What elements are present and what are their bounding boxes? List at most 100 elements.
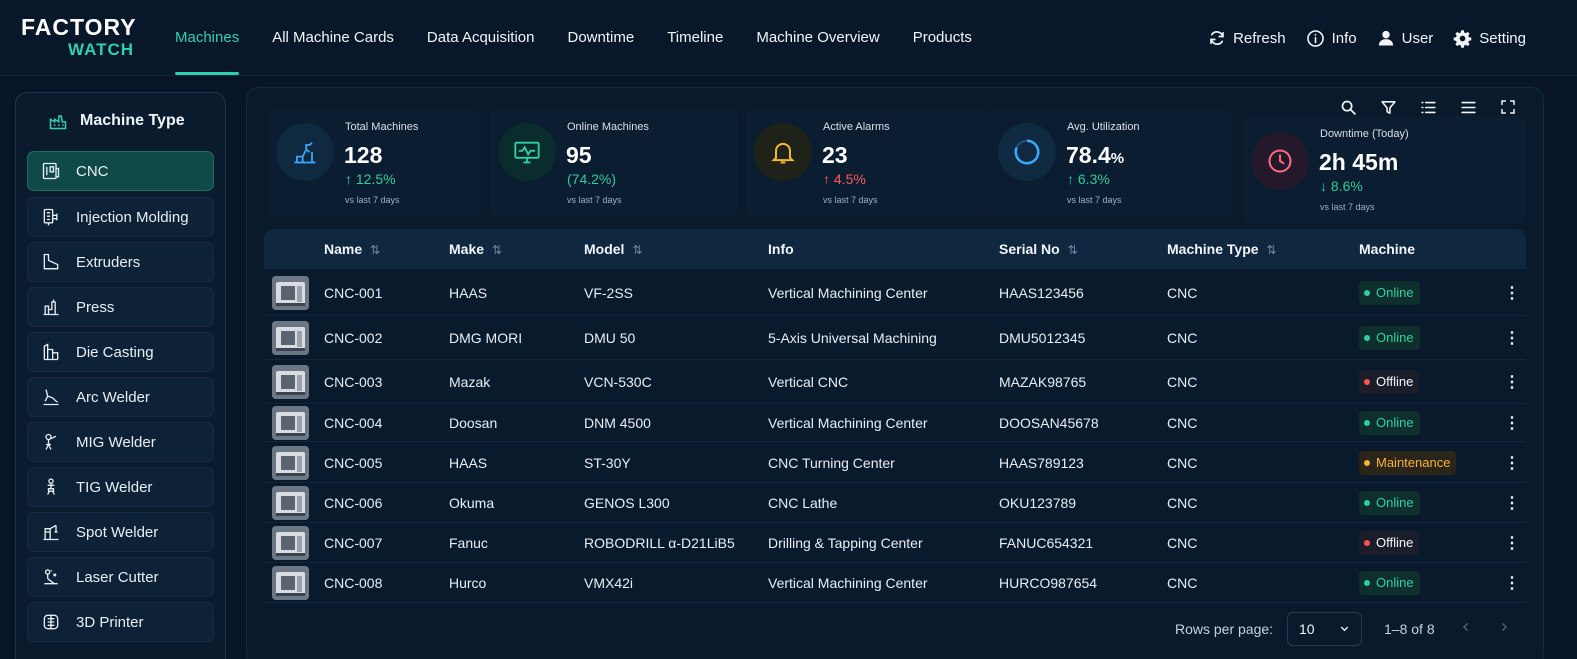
table-row[interactable]: CNC-007 Fanuc ROBODRILL α-D21LiB5 Drilling … bbox=[264, 523, 1526, 563]
search-icon[interactable] bbox=[1338, 97, 1358, 117]
nav-all-machine-cards[interactable]: All Machine Cards bbox=[272, 29, 394, 46]
sidebar-item-laser-cutter[interactable]: Laser Cutter bbox=[27, 557, 214, 597]
kpi-total-machines: Total Machines 128 ↑ 12.5% vs last 7 day… bbox=[268, 109, 480, 217]
column-name[interactable]: Name ⇅ bbox=[324, 229, 380, 269]
status-badge: Online bbox=[1359, 281, 1420, 305]
kpi-sub: vs last 7 days bbox=[823, 195, 878, 205]
sidebar-item-tig-welder[interactable]: TIG Welder bbox=[27, 467, 214, 507]
more-options-icon[interactable]: ⋮ bbox=[1504, 374, 1520, 391]
filter-icon[interactable] bbox=[1378, 97, 1398, 117]
sort-icon[interactable]: ⇅ bbox=[1266, 243, 1277, 257]
sidebar-item-injection-molding[interactable]: Injection Molding bbox=[27, 197, 214, 237]
nav-machines[interactable]: Machines bbox=[175, 0, 240, 76]
sidebar-item-die-casting[interactable]: Die Casting bbox=[27, 332, 214, 372]
nav-machine-overview[interactable]: Machine Overview bbox=[756, 29, 880, 46]
sidebar-item-extruders[interactable]: Extruders bbox=[27, 242, 214, 282]
column-name-label: Name bbox=[324, 241, 363, 257]
column-info-label: Info bbox=[768, 241, 794, 257]
table-row[interactable]: CNC-006 Okuma GENOS L300 CNC Lathe OKU123789… bbox=[264, 483, 1526, 523]
table-row[interactable]: CNC-003 Mazak VCN-530C Vertical CNC MAZAK987… bbox=[264, 360, 1526, 404]
sidebar-item-label: MIG Welder bbox=[76, 433, 156, 451]
machine-thumbnail bbox=[272, 566, 309, 600]
kpi-label: Downtime (Today) bbox=[1320, 128, 1409, 140]
prev-page-button[interactable] bbox=[1460, 618, 1472, 639]
density-icon[interactable] bbox=[1458, 97, 1478, 117]
kpi-sub: vs last 7 days bbox=[1067, 195, 1122, 205]
cell-machine-type: CNC bbox=[1167, 535, 1198, 551]
column-make-label: Make bbox=[449, 241, 485, 257]
machine-thumbnail bbox=[272, 406, 309, 440]
cell-info: Vertical Machining Center bbox=[768, 415, 928, 431]
spot-welder-icon bbox=[43, 524, 59, 541]
table-header: Name ⇅ Make ⇅ Model ⇅ Info Serial No ⇅ Machi… bbox=[264, 229, 1526, 269]
kpi-active-alarms: Active Alarms 23 ↑ 4.5% vs last 7 days bbox=[746, 109, 990, 217]
more-options-icon[interactable]: ⋮ bbox=[1504, 285, 1520, 302]
rows-per-page-value: 10 bbox=[1299, 621, 1315, 637]
table-row[interactable]: CNC-005 HAAS ST-30Y CNC Turning Center HAAS7… bbox=[264, 442, 1526, 483]
nav-products[interactable]: Products bbox=[912, 29, 972, 46]
3d-printer-icon bbox=[43, 614, 59, 630]
sidebar-item-mig-welder[interactable]: MIG Welder bbox=[27, 422, 214, 462]
nav-downtime[interactable]: Downtime bbox=[567, 29, 635, 46]
table-row[interactable]: CNC-001 HAAS VF-2SS Vertical Machining Cent… bbox=[264, 270, 1526, 316]
kpi-value-unit: % bbox=[1110, 150, 1125, 167]
machine-thumbnail bbox=[272, 276, 309, 310]
bell-icon bbox=[771, 142, 795, 164]
status-badge: Online bbox=[1359, 326, 1420, 350]
column-make[interactable]: Make ⇅ bbox=[449, 229, 502, 269]
sidebar-item-3d-printer[interactable]: 3D Printer bbox=[27, 602, 214, 642]
column-model[interactable]: Model ⇅ bbox=[584, 229, 643, 269]
cell-info: CNC Turning Center bbox=[768, 454, 895, 471]
sort-icon[interactable]: ⇅ bbox=[1067, 243, 1078, 257]
setting-button[interactable]: Setting bbox=[1453, 29, 1526, 48]
sidebar-title: Machine Type bbox=[48, 111, 185, 131]
next-page-button[interactable] bbox=[1498, 618, 1510, 639]
more-options-icon[interactable]: ⋮ bbox=[1504, 415, 1520, 432]
sidebar-item-arc-welder[interactable]: Arc Welder bbox=[27, 377, 214, 417]
cell-name: CNC-004 bbox=[324, 415, 383, 431]
kpi-label: Online Machines bbox=[567, 121, 649, 133]
column-machine-type-label: Machine Type bbox=[1167, 241, 1259, 257]
sidebar-item-press[interactable]: Press bbox=[27, 287, 214, 327]
kpi-value: 128 bbox=[344, 142, 382, 169]
mig-welder-icon bbox=[45, 433, 57, 450]
sidebar-item-cnc[interactable]: CNC bbox=[27, 151, 214, 191]
list-view-icon[interactable] bbox=[1418, 97, 1438, 117]
more-options-icon[interactable]: ⋮ bbox=[1504, 575, 1520, 592]
cell-model: GENOS L300 bbox=[584, 495, 670, 511]
refresh-button[interactable]: Refresh bbox=[1208, 29, 1286, 47]
cell-machine-type: CNC bbox=[1167, 330, 1198, 346]
more-options-icon[interactable]: ⋮ bbox=[1504, 495, 1520, 512]
table-row[interactable]: CNC-008 Hurco VMX42i Vertical Machining Cen… bbox=[264, 563, 1526, 603]
cell-make: Hurco bbox=[449, 575, 487, 591]
sort-icon[interactable]: ⇅ bbox=[632, 243, 643, 257]
nav-timeline[interactable]: Timeline bbox=[667, 29, 724, 46]
column-machine-label: Machine bbox=[1359, 241, 1416, 257]
status-badge: Online bbox=[1359, 571, 1420, 595]
logo[interactable]: FACTORY WATCH bbox=[21, 16, 137, 59]
machine-thumbnail bbox=[272, 365, 309, 399]
cell-serial: MAZAK98765 bbox=[999, 374, 1087, 390]
user-button[interactable]: User bbox=[1377, 29, 1433, 47]
info-button[interactable]: Info bbox=[1306, 29, 1357, 48]
table-row[interactable]: CNC-004 Doosan DNM 4500 Vertical Machining … bbox=[264, 404, 1526, 442]
column-serial[interactable]: Serial No ⇅ bbox=[999, 229, 1078, 269]
sort-icon[interactable]: ⇅ bbox=[370, 243, 381, 257]
column-machine-type[interactable]: Machine Type ⇅ bbox=[1167, 229, 1277, 269]
kpi-sub: vs last 7 days bbox=[1320, 202, 1375, 212]
sidebar-item-spot-welder[interactable]: Spot Welder bbox=[27, 512, 214, 552]
kpi-value: 78.4% bbox=[1066, 142, 1124, 169]
kpi-icon-bg bbox=[498, 123, 556, 181]
table-row[interactable]: CNC-002 DMG MORI DMU 50 5-Axis Universal Ma… bbox=[264, 316, 1526, 360]
machine-thumbnail bbox=[272, 445, 309, 480]
more-options-icon[interactable]: ⋮ bbox=[1504, 535, 1520, 552]
sidebar-item-label: Laser Cutter bbox=[76, 568, 159, 586]
rows-per-page-select[interactable]: 10 bbox=[1287, 612, 1362, 646]
nav-data-acquisition[interactable]: Data Acquisition bbox=[426, 29, 535, 46]
more-options-icon[interactable]: ⋮ bbox=[1504, 330, 1520, 347]
sort-icon[interactable]: ⇅ bbox=[492, 243, 503, 257]
fullscreen-icon[interactable] bbox=[1498, 97, 1518, 117]
more-options-icon[interactable]: ⋮ bbox=[1504, 454, 1520, 472]
kpi-value: 23 bbox=[822, 142, 848, 169]
cell-serial: DMU5012345 bbox=[999, 330, 1086, 346]
